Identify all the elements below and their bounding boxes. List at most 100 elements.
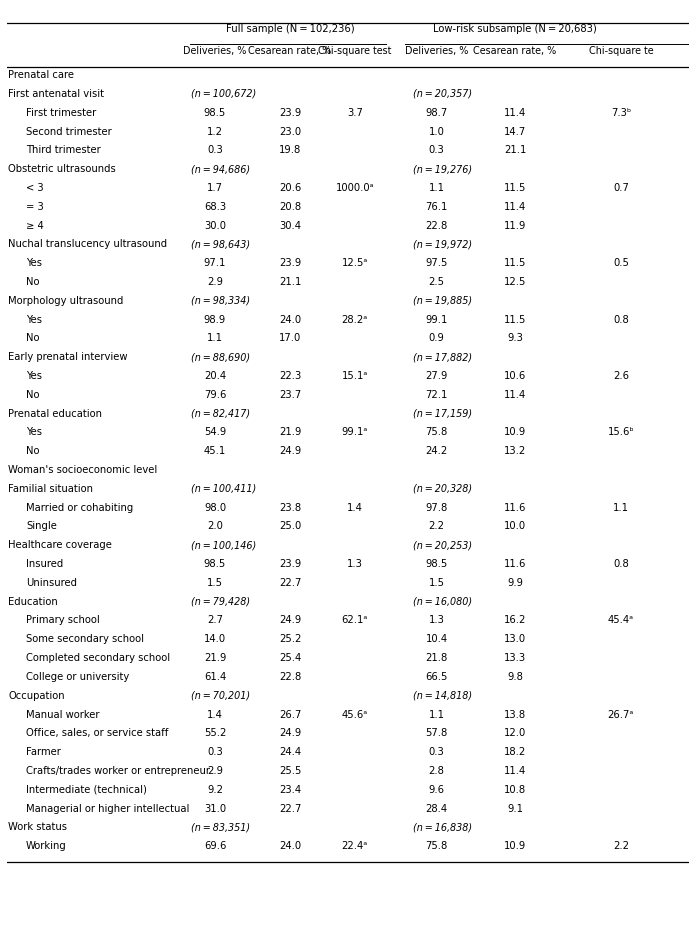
- Text: 11.6: 11.6: [504, 502, 526, 513]
- Text: No: No: [26, 390, 40, 400]
- Text: 13.3: 13.3: [504, 654, 526, 663]
- Text: 15.1ᵃ: 15.1ᵃ: [342, 371, 368, 381]
- Text: 62.1ᵃ: 62.1ᵃ: [342, 616, 368, 626]
- Text: 55.2: 55.2: [204, 729, 226, 738]
- Text: 12.0: 12.0: [504, 729, 526, 738]
- Text: 45.6ᵃ: 45.6ᵃ: [342, 709, 368, 719]
- Text: (n = 98,334): (n = 98,334): [191, 296, 251, 306]
- Text: 2.5: 2.5: [429, 277, 445, 287]
- Text: 9.1: 9.1: [507, 804, 523, 814]
- Text: 2.7: 2.7: [207, 616, 223, 626]
- Text: 2.2: 2.2: [613, 841, 628, 851]
- Text: = 3: = 3: [26, 202, 44, 211]
- Text: 99.1ᵃ: 99.1ᵃ: [342, 427, 368, 438]
- Text: Full sample (N = 102,236): Full sample (N = 102,236): [226, 24, 354, 33]
- Text: Insured: Insured: [26, 559, 63, 569]
- Text: 1.1: 1.1: [207, 334, 223, 343]
- Text: (n = 100,146): (n = 100,146): [191, 540, 256, 551]
- Text: 25.0: 25.0: [279, 522, 301, 531]
- Text: (n = 83,351): (n = 83,351): [191, 822, 251, 832]
- Text: 0.9: 0.9: [429, 334, 445, 343]
- Text: (n = 100,411): (n = 100,411): [191, 484, 256, 494]
- Text: Yes: Yes: [26, 259, 42, 268]
- Text: 22.7: 22.7: [279, 804, 301, 814]
- Text: 28.4: 28.4: [426, 804, 448, 814]
- Text: Chi-square test: Chi-square test: [318, 45, 392, 56]
- Text: (n = 20,357): (n = 20,357): [413, 89, 472, 99]
- Text: Farmer: Farmer: [26, 747, 61, 757]
- Text: 0.3: 0.3: [429, 747, 445, 757]
- Text: 1.5: 1.5: [207, 578, 223, 588]
- Text: 21.1: 21.1: [279, 277, 301, 287]
- Text: Yes: Yes: [26, 314, 42, 324]
- Text: 79.6: 79.6: [204, 390, 226, 400]
- Text: (n = 100,672): (n = 100,672): [191, 89, 256, 99]
- Text: Low-risk subsample (N = 20,683): Low-risk subsample (N = 20,683): [433, 24, 597, 33]
- Text: Work status: Work status: [8, 822, 68, 832]
- Text: Deliveries, %: Deliveries, %: [405, 45, 468, 56]
- Text: 21.9: 21.9: [204, 654, 226, 663]
- Text: 23.8: 23.8: [279, 502, 301, 513]
- Text: 2.2: 2.2: [429, 522, 445, 531]
- Text: 97.5: 97.5: [425, 259, 448, 268]
- Text: (n = 17,159): (n = 17,159): [413, 409, 472, 419]
- Text: 75.8: 75.8: [425, 841, 448, 851]
- Text: No: No: [26, 334, 40, 343]
- Text: 10.8: 10.8: [504, 785, 526, 794]
- Text: 28.2ᵃ: 28.2ᵃ: [342, 314, 368, 324]
- Text: 11.6: 11.6: [504, 559, 526, 569]
- Text: 11.5: 11.5: [504, 259, 526, 268]
- Text: (n = 70,201): (n = 70,201): [191, 691, 251, 701]
- Text: (n = 82,417): (n = 82,417): [191, 409, 251, 419]
- Text: Familial situation: Familial situation: [8, 484, 93, 494]
- Text: 9.3: 9.3: [507, 334, 523, 343]
- Text: 98.5: 98.5: [425, 559, 448, 569]
- Text: 25.5: 25.5: [279, 766, 301, 776]
- Text: Working: Working: [26, 841, 67, 851]
- Text: 45.4ᵃ: 45.4ᵃ: [608, 616, 634, 626]
- Text: 14.7: 14.7: [504, 127, 526, 136]
- Text: (n = 19,276): (n = 19,276): [413, 164, 472, 174]
- Text: Morphology ultrasound: Morphology ultrasound: [8, 296, 124, 306]
- Text: 23.9: 23.9: [279, 108, 301, 118]
- Text: 17.0: 17.0: [279, 334, 301, 343]
- Text: 22.8: 22.8: [425, 221, 448, 231]
- Text: 23.0: 23.0: [279, 127, 301, 136]
- Text: Manual worker: Manual worker: [26, 709, 100, 719]
- Text: 13.0: 13.0: [504, 634, 526, 644]
- Text: Nuchal translucency ultrasound: Nuchal translucency ultrasound: [8, 239, 168, 249]
- Text: 1.3: 1.3: [429, 616, 445, 626]
- Text: 54.9: 54.9: [204, 427, 226, 438]
- Text: 18.2: 18.2: [504, 747, 526, 757]
- Text: 68.3: 68.3: [204, 202, 226, 211]
- Text: 23.9: 23.9: [279, 559, 301, 569]
- Text: 24.9: 24.9: [279, 446, 301, 456]
- Text: 1.1: 1.1: [613, 502, 628, 513]
- Text: 24.9: 24.9: [279, 616, 301, 626]
- Text: 98.9: 98.9: [204, 314, 226, 324]
- Text: 21.8: 21.8: [425, 654, 448, 663]
- Text: 10.9: 10.9: [504, 427, 526, 438]
- Text: No: No: [26, 277, 40, 287]
- Text: (n = 19,885): (n = 19,885): [413, 296, 472, 306]
- Text: 11.4: 11.4: [504, 766, 526, 776]
- Text: 1.1: 1.1: [429, 183, 445, 193]
- Text: Chi-square te: Chi-square te: [589, 45, 653, 56]
- Text: 11.5: 11.5: [504, 183, 526, 193]
- Text: 11.4: 11.4: [504, 390, 526, 400]
- Text: 0.3: 0.3: [429, 146, 445, 156]
- Text: 23.9: 23.9: [279, 259, 301, 268]
- Text: 1.4: 1.4: [207, 709, 223, 719]
- Text: 61.4: 61.4: [204, 672, 226, 682]
- Text: 2.0: 2.0: [207, 522, 223, 531]
- Text: Third trimester: Third trimester: [26, 146, 101, 156]
- Text: 2.9: 2.9: [207, 277, 223, 287]
- Text: First trimester: First trimester: [26, 108, 96, 118]
- Text: Primary school: Primary school: [26, 616, 100, 626]
- Text: 0.5: 0.5: [613, 259, 628, 268]
- Text: < 3: < 3: [26, 183, 44, 193]
- Text: 26.7: 26.7: [279, 709, 301, 719]
- Text: 0.7: 0.7: [613, 183, 628, 193]
- Text: 0.8: 0.8: [613, 314, 628, 324]
- Text: 22.8: 22.8: [279, 672, 301, 682]
